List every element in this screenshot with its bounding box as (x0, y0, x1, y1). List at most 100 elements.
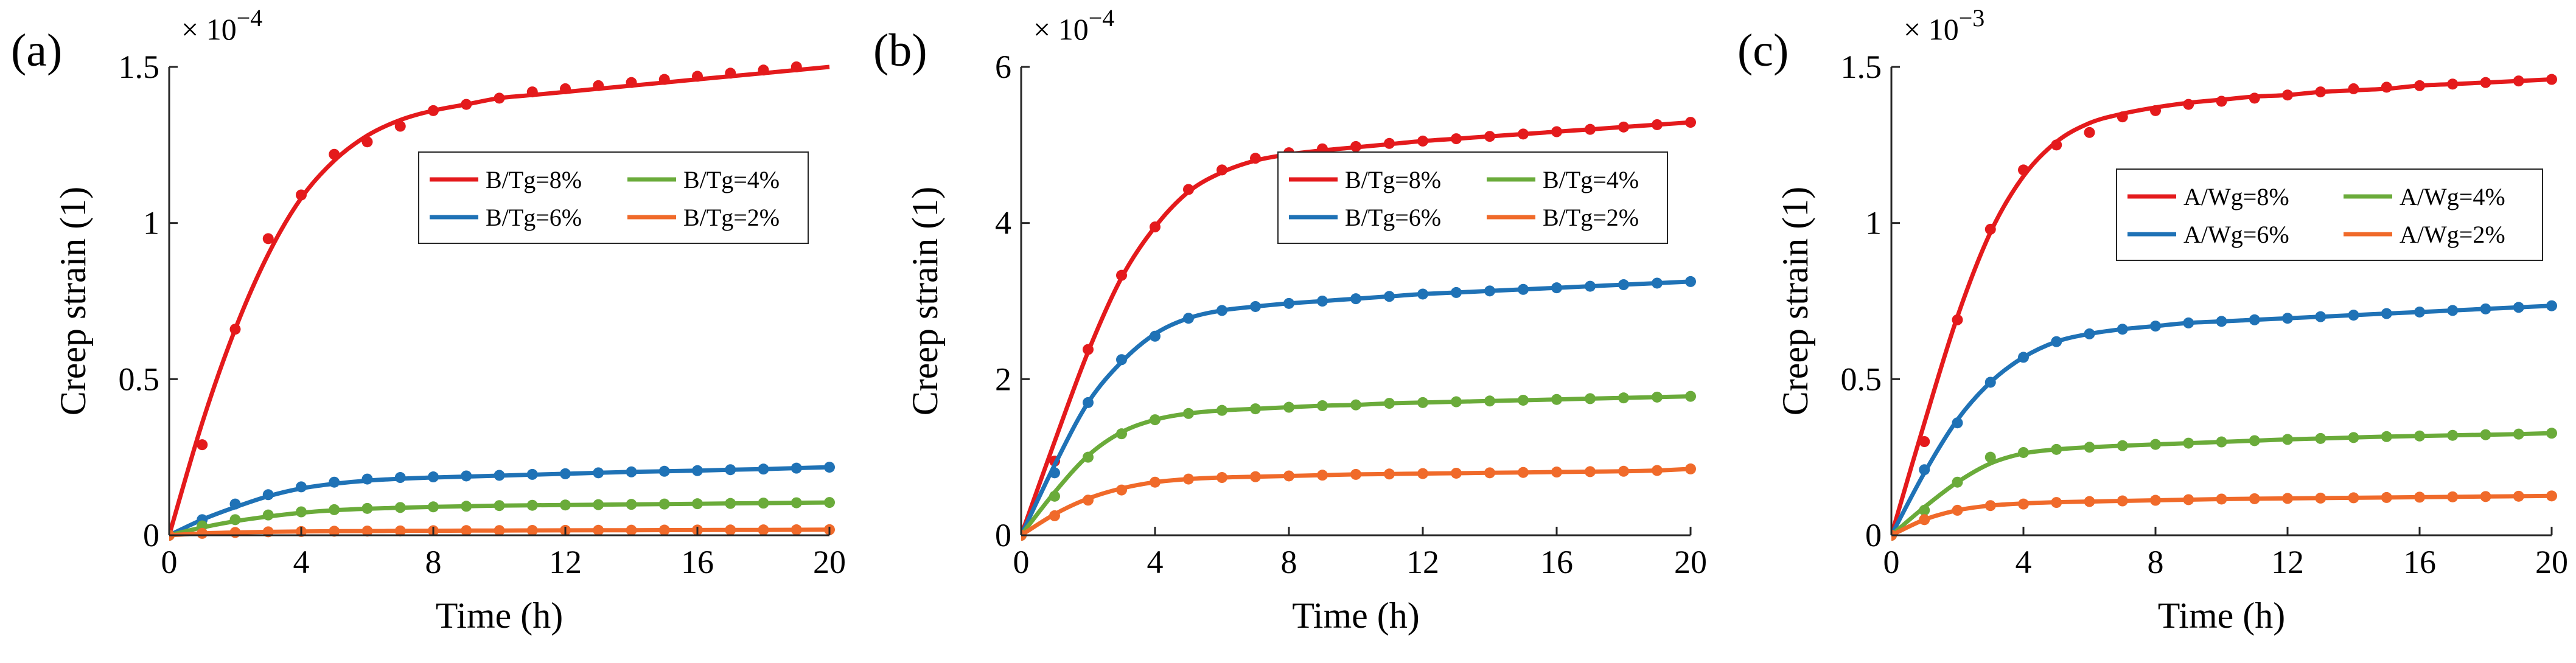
data-point (1083, 495, 1094, 506)
data-point (2348, 492, 2359, 504)
data-point (2315, 432, 2326, 444)
data-point (725, 524, 736, 536)
data-point (2084, 328, 2095, 339)
data-point (2282, 493, 2293, 504)
data-point (1317, 400, 1328, 411)
data-point (197, 439, 208, 451)
data-point (2084, 127, 2095, 138)
data-point (2447, 78, 2459, 90)
data-point (824, 462, 835, 473)
y-tick-label: 0.5 (1841, 361, 1882, 397)
data-point (1049, 467, 1060, 479)
y-tick-label: 0 (143, 517, 159, 554)
data-point (526, 499, 538, 511)
y-tick-label: 4 (995, 205, 1011, 241)
data-point (2249, 493, 2260, 504)
series-4 (169, 524, 835, 541)
panel-label: (b) (873, 25, 927, 76)
data-point (2414, 430, 2425, 442)
data-point (2216, 95, 2227, 107)
data-point (2249, 314, 2260, 325)
panel-label: (c) (1737, 25, 1789, 76)
data-point (1250, 403, 1261, 415)
data-point (2051, 497, 2062, 509)
data-point (1652, 277, 1663, 289)
data-point (2216, 316, 2227, 327)
data-point (1551, 467, 1562, 478)
data-point (1083, 397, 1094, 408)
data-point (1350, 293, 1361, 305)
data-point (1250, 153, 1261, 164)
data-point (2150, 105, 2161, 116)
y-tick-label: 1.5 (119, 49, 160, 85)
data-point (2480, 303, 2491, 314)
data-point (494, 525, 505, 536)
data-point (1484, 285, 1495, 297)
data-point (1216, 404, 1227, 416)
data-point (2117, 495, 2128, 507)
data-point (1183, 313, 1194, 324)
data-point (1417, 397, 1428, 408)
series-3 (1021, 391, 1696, 541)
data-point (1984, 500, 1996, 512)
data-point (2282, 89, 2293, 101)
legend-entry: B/Tg=2% (1543, 204, 1639, 231)
data-point (394, 472, 406, 484)
data-point (1150, 221, 1161, 233)
data-point (626, 499, 637, 510)
data-point (2282, 313, 2293, 324)
data-point (1685, 391, 1696, 402)
data-point (692, 71, 703, 82)
legend-entry: A/Wg=4% (2400, 183, 2505, 210)
data-point (1150, 476, 1161, 488)
chart-panel: (c) × 10−3 0 4 8 12 16 20 0 0.5 1 1.5 Time (h) Creep … (1737, 4, 2568, 636)
series-3 (169, 497, 835, 541)
data-point (1518, 283, 1529, 295)
data-point (1484, 467, 1495, 479)
x-tick-label: 4 (2016, 544, 2032, 580)
data-point (1451, 286, 1462, 298)
data-point (2183, 494, 2194, 505)
data-point (1984, 377, 1996, 388)
data-point (1216, 305, 1227, 316)
data-point (626, 77, 637, 88)
data-point (2183, 99, 2194, 110)
data-point (428, 471, 439, 483)
data-point (1451, 467, 1462, 479)
data-point (2381, 308, 2392, 319)
data-point (329, 476, 340, 488)
data-point (1350, 141, 1361, 152)
data-point (494, 500, 505, 512)
data-point (1417, 468, 1428, 479)
data-point (2084, 442, 2095, 453)
data-point (1183, 408, 1194, 419)
data-point (428, 105, 439, 116)
data-point (2018, 446, 2029, 458)
data-point (1350, 399, 1361, 411)
x-tick-label: 0 (1013, 544, 1030, 580)
data-point (1183, 473, 1194, 485)
y-axis-label: Creep strain (1) (905, 187, 945, 416)
data-point (1551, 126, 1562, 137)
data-point (1183, 184, 1194, 195)
data-point (1283, 297, 1294, 309)
data-point (1685, 276, 1696, 287)
data-point (2348, 310, 2359, 321)
data-point (1618, 465, 1629, 477)
data-point (791, 462, 802, 474)
data-point (626, 466, 637, 477)
data-point (329, 504, 340, 515)
data-point (296, 506, 307, 518)
legend-entry: B/Tg=8% (1345, 166, 1441, 193)
data-point (428, 501, 439, 513)
data-point (361, 473, 373, 485)
data-point (1652, 391, 1663, 403)
series-line (1891, 431, 2552, 537)
data-point (361, 502, 373, 514)
x-tick-label: 4 (293, 544, 310, 580)
data-point (2117, 111, 2128, 123)
data-point (1116, 484, 1127, 496)
data-point (1652, 119, 1663, 130)
x-tick-label: 20 (813, 544, 846, 580)
data-point (1384, 291, 1395, 302)
